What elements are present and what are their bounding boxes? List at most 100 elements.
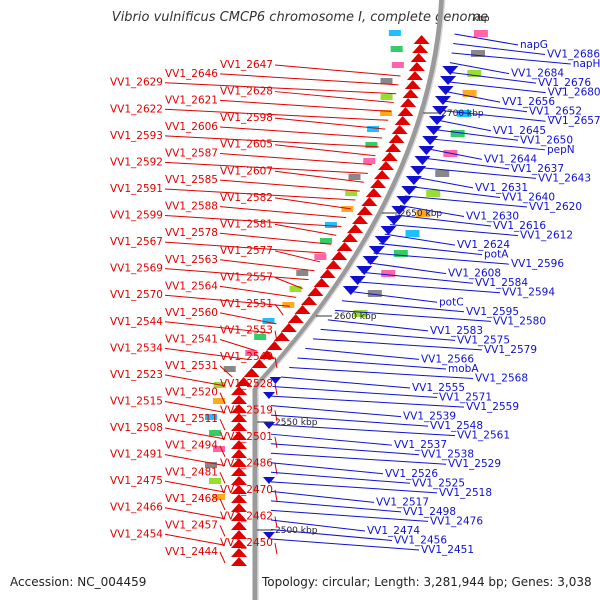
reverse-gene-arrow[interactable] [349, 276, 366, 285]
gene-label-reverse[interactable]: VV1_2555 [412, 382, 465, 394]
gene-label-forward[interactable]: VV1_2585 [165, 174, 218, 186]
forward-gene-arrow[interactable] [231, 431, 247, 440]
forward-gene-arrow[interactable] [365, 188, 382, 197]
gene-label-forward[interactable]: VV1_2468 [165, 493, 218, 505]
reverse-gene-arrow[interactable] [362, 256, 379, 265]
reverse-gene-arrow[interactable] [356, 266, 373, 275]
gene-label-forward[interactable]: VV1_2486 [220, 457, 273, 469]
reverse-gene-arrow[interactable] [368, 246, 385, 255]
gene-label-forward[interactable]: VV1_2540 [220, 351, 273, 363]
gene-label-forward[interactable]: VV1_2470 [220, 484, 273, 496]
gene-label-forward[interactable]: VV1_2564 [165, 280, 218, 292]
reverse-gene-arrow[interactable] [263, 422, 275, 429]
gene-label-forward[interactable]: VV1_2557 [220, 272, 273, 284]
gene-label-forward[interactable]: VV1_2523 [110, 369, 163, 381]
gene-label-reverse[interactable]: VV1_2657 [548, 115, 600, 127]
gene-label-forward[interactable]: VV1_2621 [165, 94, 218, 106]
gene-label-forward[interactable]: VV1_2466 [110, 502, 163, 514]
gene-label-reverse[interactable]: VV1_2612 [520, 230, 573, 242]
reverse-gene-arrow[interactable] [418, 146, 435, 155]
forward-gene-arrow[interactable] [356, 206, 373, 215]
forward-gene-arrow[interactable] [273, 332, 290, 341]
forward-gene-arrow[interactable] [394, 116, 411, 125]
gene-label-reverse[interactable]: VV1_2568 [475, 372, 528, 384]
gene-label-reverse[interactable]: VV1_2630 [466, 211, 519, 223]
gene-label-reverse[interactable]: VV1_2537 [394, 439, 447, 451]
gene-label-reverse[interactable]: VV1_2652 [529, 106, 582, 118]
gene-label-reverse[interactable]: VV1_2594 [502, 287, 555, 299]
forward-gene-arrow[interactable] [231, 449, 247, 458]
reverse-gene-arrow[interactable] [391, 206, 408, 215]
gene-label-reverse[interactable]: VV1_2539 [403, 411, 456, 423]
reverse-gene-arrow[interactable] [374, 236, 391, 245]
reverse-gene-arrow[interactable] [380, 226, 397, 235]
gene-label-forward[interactable]: VV1_2494 [165, 440, 218, 452]
forward-gene-arrow[interactable] [404, 80, 421, 89]
gene-label-reverse[interactable]: VV1_2517 [376, 496, 429, 508]
gene-label-reverse[interactable]: VV1_2526 [385, 468, 438, 480]
forward-gene-arrow[interactable] [352, 215, 368, 224]
gene-label-forward[interactable]: VV1_2569 [110, 263, 163, 275]
gene-label-forward[interactable]: VV1_2553 [220, 325, 273, 337]
gene-label-reverse[interactable]: VV1_2608 [448, 268, 501, 280]
forward-gene-arrow[interactable] [319, 269, 336, 278]
forward-gene-arrow[interactable] [412, 44, 429, 53]
reverse-gene-arrow[interactable] [437, 86, 454, 95]
forward-gene-arrow[interactable] [243, 368, 260, 377]
gene-label-forward[interactable]: VV1_2582 [220, 192, 273, 204]
forward-gene-arrow[interactable] [231, 521, 247, 530]
gene-label-forward[interactable]: VV1_2508 [110, 422, 163, 434]
gene-label-reverse[interactable]: VV1_2616 [493, 220, 546, 232]
gene-label-forward[interactable]: VV1_2593 [110, 130, 163, 142]
gene-label-forward[interactable]: VV1_2607 [220, 165, 273, 177]
forward-gene-arrow[interactable] [231, 386, 247, 395]
gene-label-forward[interactable]: VV1_2520 [165, 387, 218, 399]
gene-label-reverse[interactable]: VV1_2631 [475, 182, 528, 194]
gene-label-forward[interactable]: VV1_2551 [220, 298, 273, 310]
gene-label-reverse[interactable]: mobA [448, 363, 479, 375]
reverse-gene-arrow[interactable] [386, 216, 402, 225]
gene-label-forward[interactable]: VV1_2577 [220, 245, 273, 257]
gene-label-forward[interactable]: VV1_2475 [110, 475, 163, 487]
gene-label-reverse[interactable]: VV1_2579 [484, 344, 537, 356]
gene-label-forward[interactable]: VV1_2444 [165, 546, 218, 558]
gene-label-reverse[interactable]: VV1_2643 [538, 172, 591, 184]
reverse-gene-arrow[interactable] [442, 66, 459, 75]
gene-label-forward[interactable]: VV1_2598 [220, 112, 273, 124]
gene-label-reverse[interactable]: VV1_2476 [430, 515, 483, 527]
gene-label-forward[interactable]: VV1_2450 [220, 537, 273, 549]
forward-gene-arrow[interactable] [280, 323, 297, 332]
gene-label-reverse[interactable]: VV1_2620 [529, 201, 582, 213]
gene-label-forward[interactable]: VV1_2501 [220, 431, 273, 443]
forward-gene-arrow[interactable] [231, 422, 247, 431]
gene-label-forward[interactable]: VV1_2531 [165, 360, 218, 372]
gene-label-reverse[interactable]: napH [573, 58, 600, 70]
forward-gene-arrow[interactable] [410, 53, 427, 62]
gene-label-forward[interactable]: VV1_2534 [110, 342, 163, 354]
gene-label-reverse[interactable]: potC [439, 296, 464, 308]
gene-label-reverse[interactable]: VV1_2584 [475, 277, 528, 289]
forward-gene-arrow[interactable] [231, 512, 247, 521]
forward-gene-arrow[interactable] [231, 503, 247, 512]
forward-gene-arrow[interactable] [377, 161, 394, 170]
gene-label-reverse[interactable]: VV1_2561 [457, 430, 510, 442]
gene-label-reverse[interactable]: pepN [547, 144, 575, 156]
gene-label-reverse[interactable]: VV1_2676 [538, 77, 591, 89]
forward-gene-arrow[interactable] [400, 98, 417, 107]
forward-gene-arrow[interactable] [391, 125, 408, 134]
gene-label-forward[interactable]: VV1_2481 [165, 466, 218, 478]
gene-label-forward[interactable]: VV1_2528 [220, 378, 273, 390]
gene-label-reverse[interactable]: VV1_2624 [457, 239, 510, 251]
forward-gene-arrow[interactable] [347, 224, 364, 233]
reverse-gene-arrow[interactable] [396, 196, 413, 205]
forward-gene-arrow[interactable] [307, 287, 324, 296]
gene-label-reverse[interactable]: VV1_2525 [412, 477, 465, 489]
gene-label-forward[interactable]: VV1_2587 [165, 148, 218, 160]
gene-label-reverse[interactable]: VV1_2498 [403, 506, 456, 518]
gene-label-reverse[interactable]: VV1_2548 [430, 420, 483, 432]
gene-label-reverse[interactable]: VV1_2456 [394, 534, 447, 546]
forward-gene-arrow[interactable] [235, 377, 252, 386]
gene-label-forward[interactable]: VV1_2622 [110, 103, 163, 115]
gene-label-reverse[interactable]: VV1_2595 [466, 306, 519, 318]
